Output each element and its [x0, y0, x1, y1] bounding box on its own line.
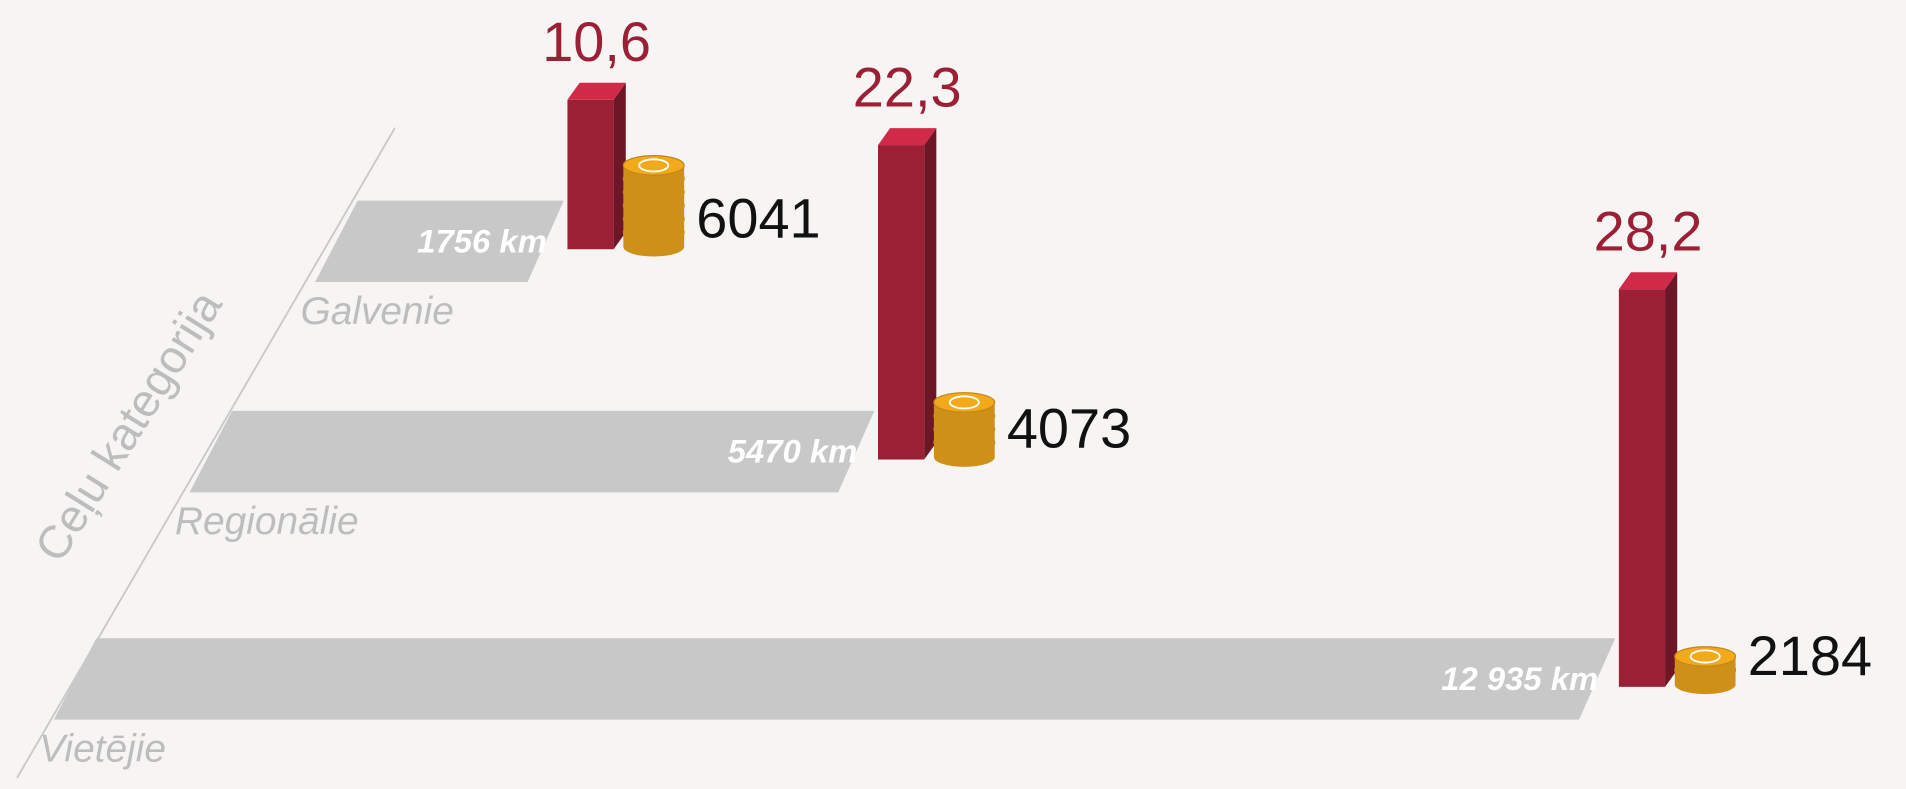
coin-bottom	[933, 407, 995, 427]
coin-emblem	[638, 158, 670, 173]
coin-bottom	[933, 420, 995, 441]
coin-label: 4073	[1007, 397, 1131, 460]
length-label: 5470 km	[728, 433, 858, 470]
bar-top	[1618, 272, 1678, 290]
length-band	[189, 410, 875, 493]
coin-face	[1674, 646, 1737, 667]
coin-bottom	[933, 434, 995, 454]
value-label: 28,2	[1594, 199, 1703, 262]
length-band	[315, 200, 564, 283]
bar	[567, 82, 626, 250]
coin-face	[622, 155, 685, 176]
coin-stack	[933, 392, 996, 467]
coin-bottom	[1674, 674, 1736, 695]
bar-top	[878, 128, 937, 146]
length-label: 1756 km	[417, 222, 547, 259]
coin-stack	[1674, 646, 1737, 695]
value-label: 10,6	[542, 10, 651, 73]
coin-face	[933, 392, 996, 413]
coin-bottom	[933, 447, 995, 467]
coin-bottom	[623, 210, 685, 230]
category-label: Vietējie	[39, 728, 166, 771]
bar-front	[1618, 289, 1666, 687]
coin-bottom	[1674, 661, 1736, 681]
length-band	[53, 638, 1616, 720]
category-label: Galvenie	[300, 290, 453, 333]
bar-front	[567, 99, 614, 250]
coin-bottom	[623, 183, 685, 204]
value-label: 22,3	[853, 55, 962, 118]
coin-label: 2184	[1748, 624, 1872, 687]
coin-emblem	[948, 395, 980, 410]
length-label: 12 935 km	[1441, 660, 1598, 697]
bar-side	[1665, 272, 1678, 687]
bar-front	[878, 145, 925, 460]
coin-label: 6041	[696, 186, 820, 249]
bar-side	[924, 128, 937, 460]
bar-side	[613, 82, 626, 250]
category-label: Regionālie	[175, 500, 359, 543]
bar	[878, 128, 937, 460]
coin-bottom	[623, 223, 685, 244]
bar	[1618, 272, 1678, 687]
coin-bottom	[623, 170, 685, 190]
coin-bottom	[623, 237, 685, 257]
bar-top	[567, 82, 626, 100]
coin-bottom	[623, 196, 685, 217]
coin-emblem	[1689, 649, 1721, 664]
coin-stack	[622, 155, 685, 257]
